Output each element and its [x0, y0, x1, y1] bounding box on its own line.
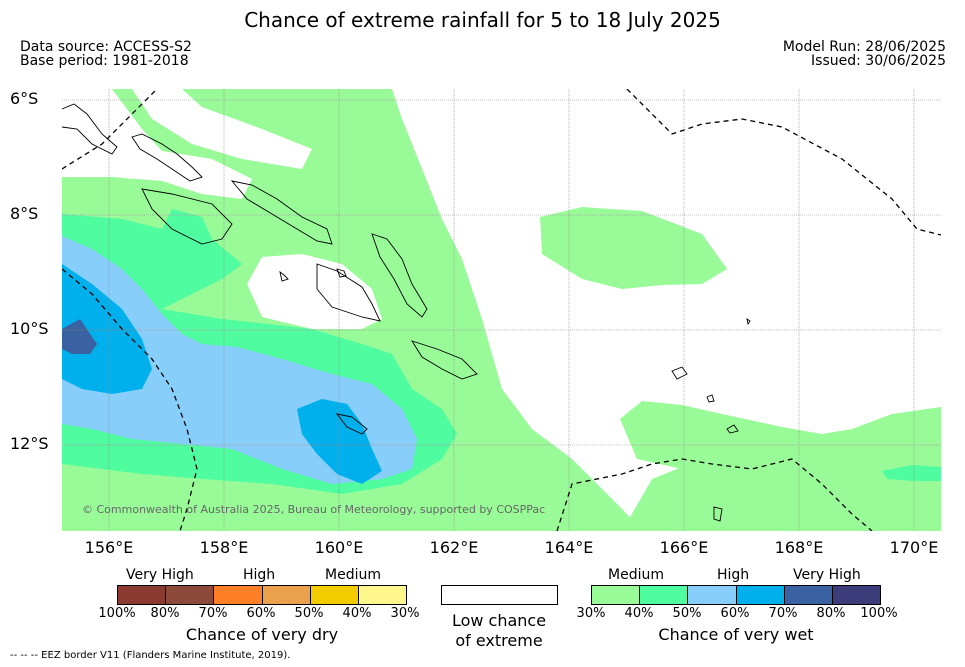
copyright-notice: © Commonwealth of Australia 2025, Bureau…: [82, 503, 546, 516]
lon-label-158e: 158°E: [199, 538, 249, 557]
dry-tick-70: 70%: [198, 606, 228, 621]
data-source: Data source: ACCESS-S2: [20, 39, 192, 55]
wet-swatch-80-100: [832, 586, 881, 604]
meta-right: Model Run: 28/06/2025 Issued: 30/06/2025: [783, 40, 946, 68]
region-medium-southeast: [622, 427, 941, 531]
wet-tick-50: 50%: [672, 606, 702, 621]
lon-label-156e: 156°E: [84, 538, 134, 557]
lon-label-164e: 164°E: [544, 538, 594, 557]
wet-tick-60: 60%: [720, 606, 750, 621]
wet-legend-title: Chance of very wet: [658, 625, 814, 644]
lon-label-162e: 162°E: [429, 538, 479, 557]
wet-tick-70: 70%: [768, 606, 798, 621]
lon-label-170e: 170°E: [889, 538, 939, 557]
wet-swatch-50-60: [688, 586, 737, 604]
lon-label-160e: 160°E: [314, 538, 364, 557]
dry-tick-80: 80%: [150, 606, 180, 621]
dry-legend-title: Chance of very dry: [185, 625, 339, 644]
dry-header-high: High: [243, 567, 276, 583]
dry-swatch-50-40: [310, 586, 359, 604]
coastlines: [62, 103, 751, 522]
wet-tick-80: 80%: [816, 606, 846, 621]
wet-header-high: High: [717, 567, 750, 583]
wet-swatch-30-40: [592, 586, 641, 604]
wet-swatch-60-70: [736, 586, 785, 604]
region-low-north: [62, 89, 252, 199]
dry-swatch-40-30: [358, 586, 407, 604]
wet-swatch-70-80: [784, 586, 833, 604]
wet-tick-100: 100%: [860, 606, 898, 621]
lon-label-166e: 166°E: [659, 538, 709, 557]
wet-header-medium: Medium: [608, 567, 664, 583]
dry-tick-60: 60%: [246, 606, 276, 621]
meta-left: Data source: ACCESS-S2 Base period: 1981…: [20, 40, 192, 68]
eez-footnote: -- -- -- EEZ border V11 (Flanders Marine…: [10, 650, 291, 661]
region-very-high-60-70-center: [297, 399, 382, 484]
dry-swatch-60-50: [262, 586, 311, 604]
region-very-high-60-70-west: [62, 264, 152, 394]
eez-borders: [62, 89, 941, 531]
low-chance-swatch: [441, 585, 558, 605]
low-chance-label: Low chance of extreme: [420, 611, 578, 651]
wet-swatch-40-50: [640, 586, 689, 604]
dry-header-very-high: Very High: [126, 567, 194, 583]
dry-tick-100: 100%: [98, 606, 136, 621]
rainfall-map: [62, 89, 941, 531]
wet-header-very-high: Very High: [793, 567, 861, 583]
model-run: Model Run: 28/06/2025: [782, 39, 946, 55]
lon-label-168e: 168°E: [774, 538, 824, 557]
dry-swatch-70-60: [214, 586, 263, 604]
dry-colorbar: [117, 585, 407, 605]
region-very-high-70-80: [62, 319, 97, 354]
base-period: Base period: 1981-2018: [20, 53, 189, 69]
dry-tick-50: 50%: [294, 606, 324, 621]
lat-label-8s: 8°S: [10, 204, 39, 223]
region-high-40-50-islet: [882, 465, 941, 481]
dry-swatch-100-80: [118, 586, 167, 604]
low-chance-line1: Low chance: [451, 611, 547, 630]
lat-label-12s: 12°S: [10, 434, 49, 453]
dry-header-medium: Medium: [325, 567, 381, 583]
region-low-top: [132, 89, 312, 169]
region-medium-center: [540, 207, 727, 289]
dry-tick-40: 40%: [342, 606, 372, 621]
map-title: Chance of extreme rainfall for 5 to 18 J…: [244, 8, 721, 32]
wet-tick-40: 40%: [624, 606, 654, 621]
lat-label-10s: 10°S: [10, 319, 49, 338]
region-medium-southeast-band: [620, 401, 941, 469]
graticule: [62, 89, 941, 531]
issued-date: Issued: 30/06/2025: [811, 53, 946, 69]
dry-tick-30: 30%: [390, 606, 420, 621]
dry-swatch-80-70: [166, 586, 215, 604]
low-chance-line2: of extreme: [455, 631, 543, 650]
wet-tick-30: 30%: [576, 606, 606, 621]
lat-label-6s: 6°S: [10, 89, 39, 108]
wet-colorbar: [591, 585, 881, 605]
